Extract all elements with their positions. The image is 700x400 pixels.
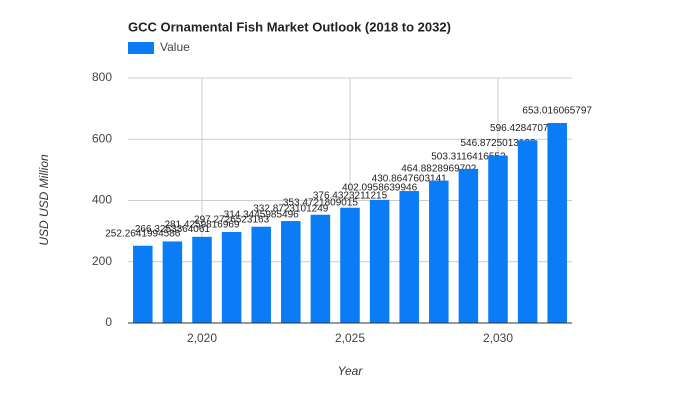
data-label: 546.8725013123 xyxy=(460,138,536,149)
data-label: 332.8723101249 xyxy=(253,204,329,215)
bar xyxy=(221,231,242,323)
legend-label: Value xyxy=(160,40,190,54)
chart-title: GCC Ornamental Fish Market Outlook (2018… xyxy=(128,19,451,34)
y-tick-label: 0 xyxy=(105,315,112,329)
data-label: 353.4721809015 xyxy=(283,197,359,208)
x-tick-label: 2,020 xyxy=(187,331,217,345)
bar xyxy=(162,241,183,323)
bar xyxy=(399,191,419,323)
bar xyxy=(133,245,153,323)
bar xyxy=(310,214,331,323)
bar xyxy=(429,180,449,323)
bar xyxy=(517,140,538,323)
y-tick-label: 800 xyxy=(92,70,112,84)
data-label: 266.3253364061 xyxy=(135,224,211,235)
y-tick-label: 600 xyxy=(92,131,112,145)
data-label: 402.0958639946 xyxy=(342,182,418,193)
bar xyxy=(488,155,508,323)
data-label: 252.2641994586 xyxy=(105,228,181,239)
data-label: 503.3116416552 xyxy=(431,152,506,163)
bar xyxy=(547,123,567,324)
y-axis-title: USD USD Million xyxy=(37,154,51,246)
bar xyxy=(369,199,390,323)
bar xyxy=(192,236,212,323)
bar xyxy=(251,226,271,323)
data-label: 314.3445985496 xyxy=(224,209,300,220)
bar xyxy=(340,207,360,323)
bar xyxy=(458,168,479,323)
x-tick-label: 2,030 xyxy=(483,331,513,345)
bar xyxy=(281,221,301,323)
x-axis-title: Year xyxy=(338,364,364,378)
data-label: 281.4259816969 xyxy=(164,219,240,230)
data-label: 297.2726523163 xyxy=(194,215,270,226)
data-label: 464.8828969702 xyxy=(401,163,477,174)
y-tick-label: 200 xyxy=(92,254,112,268)
data-label: 596.4284707316 xyxy=(490,123,566,134)
data-label: 653.016065797 xyxy=(522,106,592,117)
data-label: 430.8647603141 xyxy=(372,174,448,185)
x-tick-label: 2,025 xyxy=(335,331,365,345)
data-label: 376.4323211215 xyxy=(313,190,388,201)
y-tick-label: 400 xyxy=(92,193,112,207)
legend-swatch xyxy=(128,42,154,54)
